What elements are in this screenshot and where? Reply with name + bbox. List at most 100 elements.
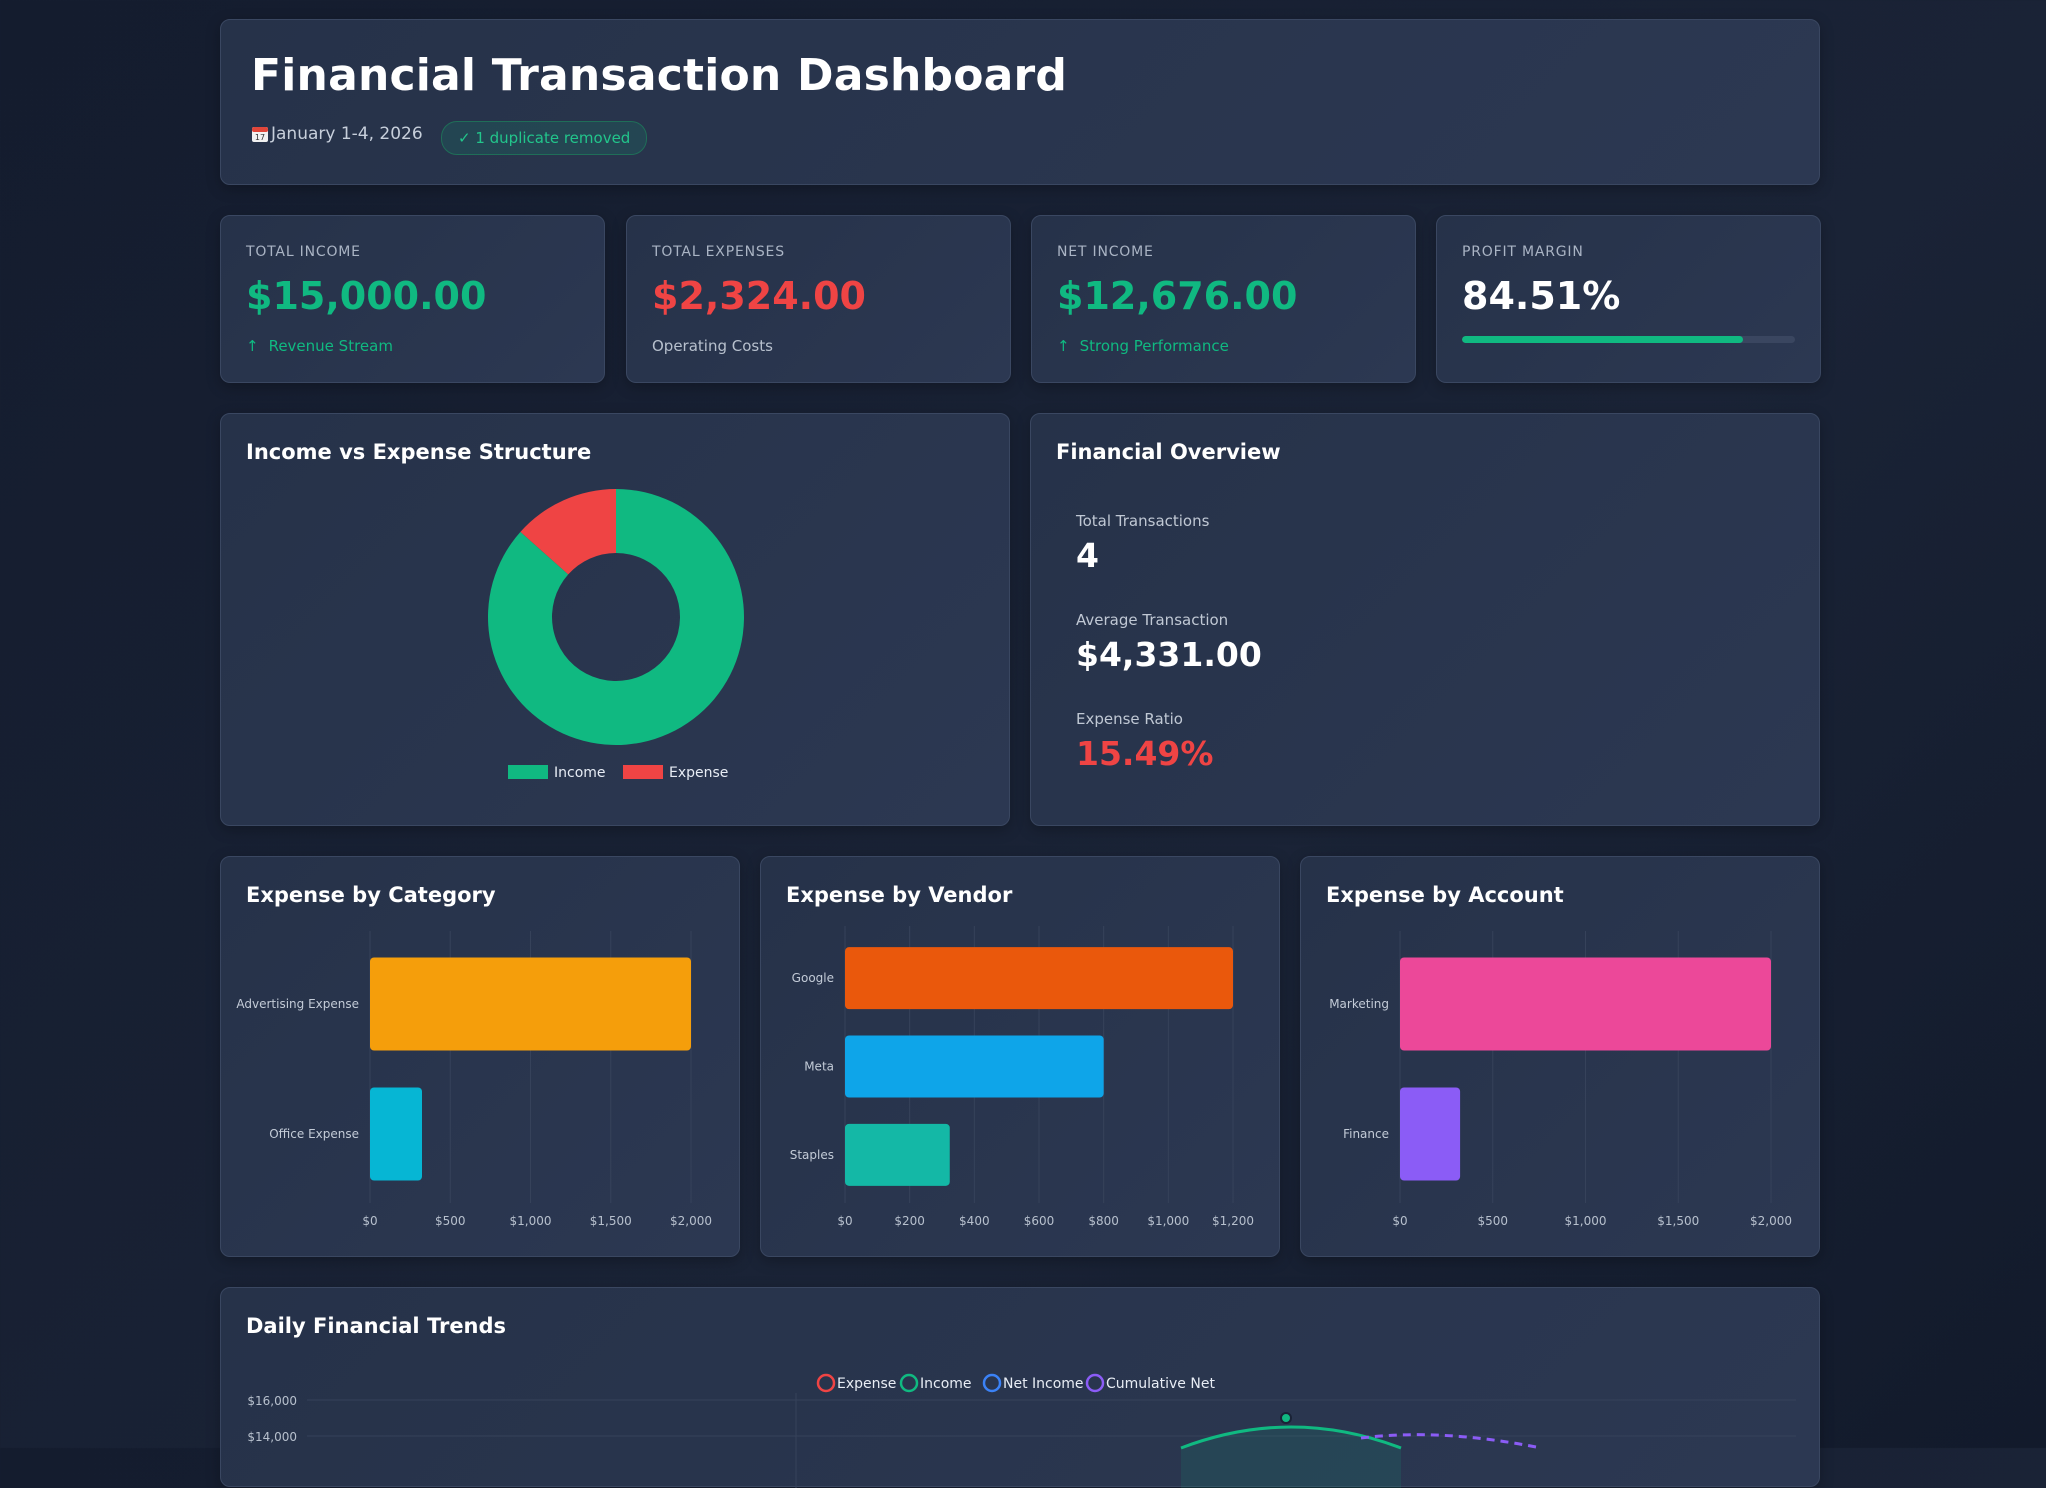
bar-staples[interactable] (845, 1123, 950, 1186)
y-tick-label: $14,000 (247, 1430, 297, 1444)
daily-trends-chart: Expense Income Net Income Cumulative Net $1… (247, 1373, 1796, 1488)
kpi-subtext-label: Strong Performance (1079, 337, 1229, 355)
arrow-up-icon: ↑ (1057, 337, 1070, 355)
x-tick-label: $1,000 (510, 1214, 552, 1228)
daily-financial-trends-panel: Daily Financial Trends Expense Income Net … (220, 1287, 1820, 1488)
duplicate-badge: ✓ 1 duplicate removed (441, 121, 648, 155)
x-tick-label: $500 (1477, 1214, 1508, 1228)
legend-swatch-income[interactable] (508, 765, 548, 779)
y-tick-label: Finance (1343, 1127, 1389, 1141)
legend-marker-net-income[interactable] (982, 1373, 1002, 1393)
x-tick-label: $2,000 (670, 1214, 712, 1228)
panel-title: Daily Financial Trends (246, 1314, 507, 1338)
page-title: Financial Transaction Dashboard (251, 50, 1068, 101)
legend-label-cumulative-net[interactable]: Cumulative Net (1106, 1376, 1215, 1392)
bar-meta[interactable] (845, 1035, 1104, 1098)
kpi-value: 84.51% (1462, 274, 1621, 318)
cumulative-net-line (1360, 1433, 1542, 1450)
donut-legend[interactable]: Income Expense (508, 765, 728, 781)
x-tick-label: $1,500 (590, 1214, 632, 1228)
profit-margin-progress (1462, 336, 1795, 343)
kpi-subtext-label: Revenue Stream (268, 337, 393, 355)
kpi-value: $12,676.00 (1057, 274, 1298, 318)
kpi-value: $2,324.00 (652, 274, 866, 318)
x-tick-label: $0 (1392, 1214, 1407, 1228)
y-tick-label: Meta (804, 1060, 834, 1074)
panel-title: Financial Overview (1056, 440, 1281, 464)
income-point[interactable] (1280, 1412, 1292, 1424)
legend-swatch-expense[interactable] (623, 765, 663, 779)
svg-text:17: 17 (255, 133, 265, 142)
kpi-subtext: Operating Costs (652, 337, 773, 355)
panel-title: Expense by Vendor (786, 883, 1013, 907)
x-tick-label: $1,000 (1565, 1214, 1607, 1228)
expense-by-category-chart: $0 $500 $1,000 $1,500 $2,000 Advertising Expe… (236, 931, 712, 1228)
bar-finance[interactable] (1400, 1087, 1461, 1181)
overview-label-expense-ratio: Expense Ratio (1076, 710, 1183, 728)
panel-title: Expense by Account (1326, 883, 1564, 907)
arrow-up-icon: ↑ (246, 337, 259, 355)
bar-office-expense[interactable] (370, 1087, 423, 1181)
bar-advertising-expense[interactable] (370, 957, 691, 1051)
legend-label-expense[interactable]: Expense (669, 765, 728, 781)
y-tick-label: Advertising Expense (236, 997, 359, 1011)
calendar-icon: 17 (252, 127, 268, 142)
kpi-value: $15,000.00 (246, 274, 487, 318)
legend-label-expense[interactable]: Expense (837, 1376, 896, 1392)
legend-marker-income[interactable] (899, 1373, 919, 1393)
expense-by-vendor-chart: $0 $200 $400 $600 $800 $1,000 $1,200 Google Meta… (790, 926, 1254, 1228)
kpi-label: TOTAL INCOME (246, 244, 361, 260)
overview-value-expense-ratio: 15.49% (1076, 734, 1214, 773)
x-tick-label: $1,000 (1147, 1214, 1189, 1228)
kpi-card-profit-margin: PROFIT MARGIN 84.51% (1436, 215, 1821, 383)
kpi-card-total-income: TOTAL INCOME $15,000.00 ↑ Revenue Stream (220, 215, 605, 383)
expense-by-account-panel: Expense by Account $0 $500 $1,000 $1,500 $2,… (1300, 856, 1820, 1257)
x-tick-label: $800 (1088, 1214, 1119, 1228)
expense-by-category-panel: Expense by Category $0 $500 $1,000 $1,500 $2… (220, 856, 740, 1257)
x-tick-label: $200 (894, 1214, 925, 1228)
donut-slice-income[interactable] (488, 489, 744, 745)
y-tick-label: $16,000 (247, 1394, 297, 1408)
expense-by-account-chart: $0 $500 $1,000 $1,500 $2,000 Marketing Finance (1329, 931, 1792, 1228)
panel-title: Income vs Expense Structure (246, 440, 592, 464)
profit-margin-progress-fill (1462, 336, 1744, 343)
y-tick-label: Google (792, 971, 834, 985)
overview-label-average-transaction: Average Transaction (1076, 611, 1229, 629)
x-tick-label: $2,000 (1750, 1214, 1792, 1228)
kpi-label: PROFIT MARGIN (1462, 244, 1584, 260)
legend-label-income[interactable]: Income (920, 1376, 972, 1392)
bar-google[interactable] (845, 947, 1233, 1010)
kpi-subtext: ↑ Strong Performance (1057, 337, 1229, 355)
date-range: 17 January 1-4, 2026 (251, 124, 423, 144)
kpi-subtext: ↑ Revenue Stream (246, 337, 393, 355)
overview-value-total-transactions: 4 (1076, 536, 1099, 575)
kpi-card-net-income: NET INCOME $12,676.00 ↑ Strong Performan… (1031, 215, 1416, 383)
legend-marker-expense[interactable] (816, 1373, 836, 1393)
donut-chart: Income Expense (488, 489, 744, 781)
dashboard-header: Financial Transaction Dashboard 17 Janua… (220, 19, 1820, 185)
date-range-text: January 1-4, 2026 (271, 124, 423, 144)
bar-marketing[interactable] (1400, 957, 1771, 1051)
legend-marker-cumulative-net[interactable] (1085, 1373, 1105, 1393)
x-tick-label: $1,200 (1212, 1214, 1254, 1228)
x-tick-label: $600 (1024, 1214, 1055, 1228)
y-tick-label: Staples (790, 1148, 834, 1162)
income-expense-structure-panel: Income vs Expense Structure Income Expen… (220, 413, 1010, 826)
kpi-label: NET INCOME (1057, 244, 1154, 260)
legend-label-net-income[interactable]: Net Income (1003, 1376, 1084, 1392)
kpi-subtext-label: Operating Costs (652, 337, 773, 355)
overview-value-average-transaction: $4,331.00 (1076, 635, 1262, 674)
kpi-label: TOTAL EXPENSES (652, 244, 785, 260)
y-tick-label: Office Expense (269, 1127, 359, 1141)
financial-overview-panel: Financial Overview Total Transactions 4 … (1030, 413, 1820, 826)
x-tick-label: $400 (959, 1214, 990, 1228)
x-tick-label: $0 (362, 1214, 377, 1228)
donut-slice-expense[interactable] (520, 489, 616, 575)
legend-label-income[interactable]: Income (554, 765, 606, 781)
y-tick-label: Marketing (1329, 997, 1389, 1011)
income-line (1180, 1425, 1402, 1450)
x-tick-label: $0 (837, 1214, 852, 1228)
panel-title: Expense by Category (246, 883, 496, 907)
x-tick-label: $1,500 (1657, 1214, 1699, 1228)
kpi-card-total-expenses: TOTAL EXPENSES $2,324.00 Operating Costs (626, 215, 1011, 383)
